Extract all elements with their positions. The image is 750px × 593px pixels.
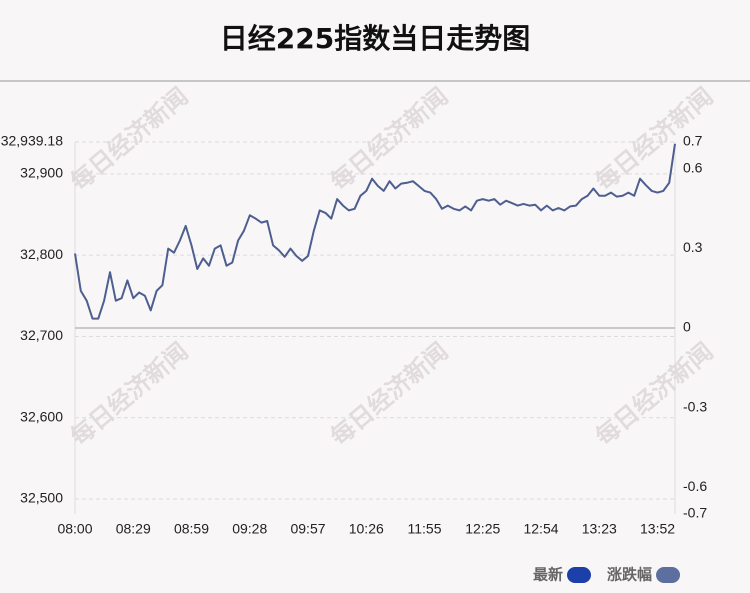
legend-label: 涨跌幅 — [607, 566, 652, 584]
y-tick-label: 32,700 — [20, 327, 63, 343]
y-tick-label: 32,500 — [20, 490, 63, 506]
y-tick-label: 32,800 — [20, 246, 63, 262]
watermark: 每日经济新闻 — [325, 82, 453, 196]
y2-tick-label: -0.3 — [683, 398, 707, 414]
x-tick-label: 10:26 — [349, 521, 384, 537]
watermark: 每日经济新闻 — [325, 337, 453, 451]
x-tick-label: 08:00 — [57, 521, 92, 537]
watermark: 每日经济新闻 — [590, 337, 718, 451]
y-tick-label: 32,600 — [20, 408, 63, 424]
x-tick-label: 11:55 — [408, 521, 442, 537]
legend-label: 最新 — [533, 566, 563, 584]
x-tick-label: 08:59 — [174, 521, 209, 537]
x-tick-label: 12:54 — [523, 521, 558, 537]
y2-tick-label: 0.7 — [683, 133, 703, 149]
y2-tick-label: 0 — [683, 319, 691, 335]
y2-tick-label: -0.6 — [683, 478, 707, 494]
y2-tick-label: -0.7 — [683, 505, 707, 521]
x-tick-label: 09:57 — [290, 521, 325, 537]
y-tick-label: 32,939.18 — [1, 133, 63, 149]
x-tick-label: 12:25 — [465, 521, 500, 537]
y2-tick-label: 0.6 — [683, 159, 703, 175]
watermark: 每日经济新闻 — [65, 337, 193, 451]
x-tick-label: 08:29 — [116, 521, 151, 537]
chart-title: 日经225指数当日走势图 — [220, 22, 530, 55]
legend-swatch — [656, 567, 681, 583]
price-line — [74, 143, 676, 320]
y-tick-label: 32,900 — [20, 165, 63, 181]
y2-tick-label: 0.3 — [683, 239, 703, 255]
x-tick-label: 09:28 — [232, 521, 267, 537]
x-tick-label: 13:52 — [640, 521, 675, 537]
watermark: 每日经济新闻 — [65, 82, 193, 196]
legend-swatch — [567, 567, 592, 583]
x-tick-label: 13:23 — [582, 521, 617, 537]
